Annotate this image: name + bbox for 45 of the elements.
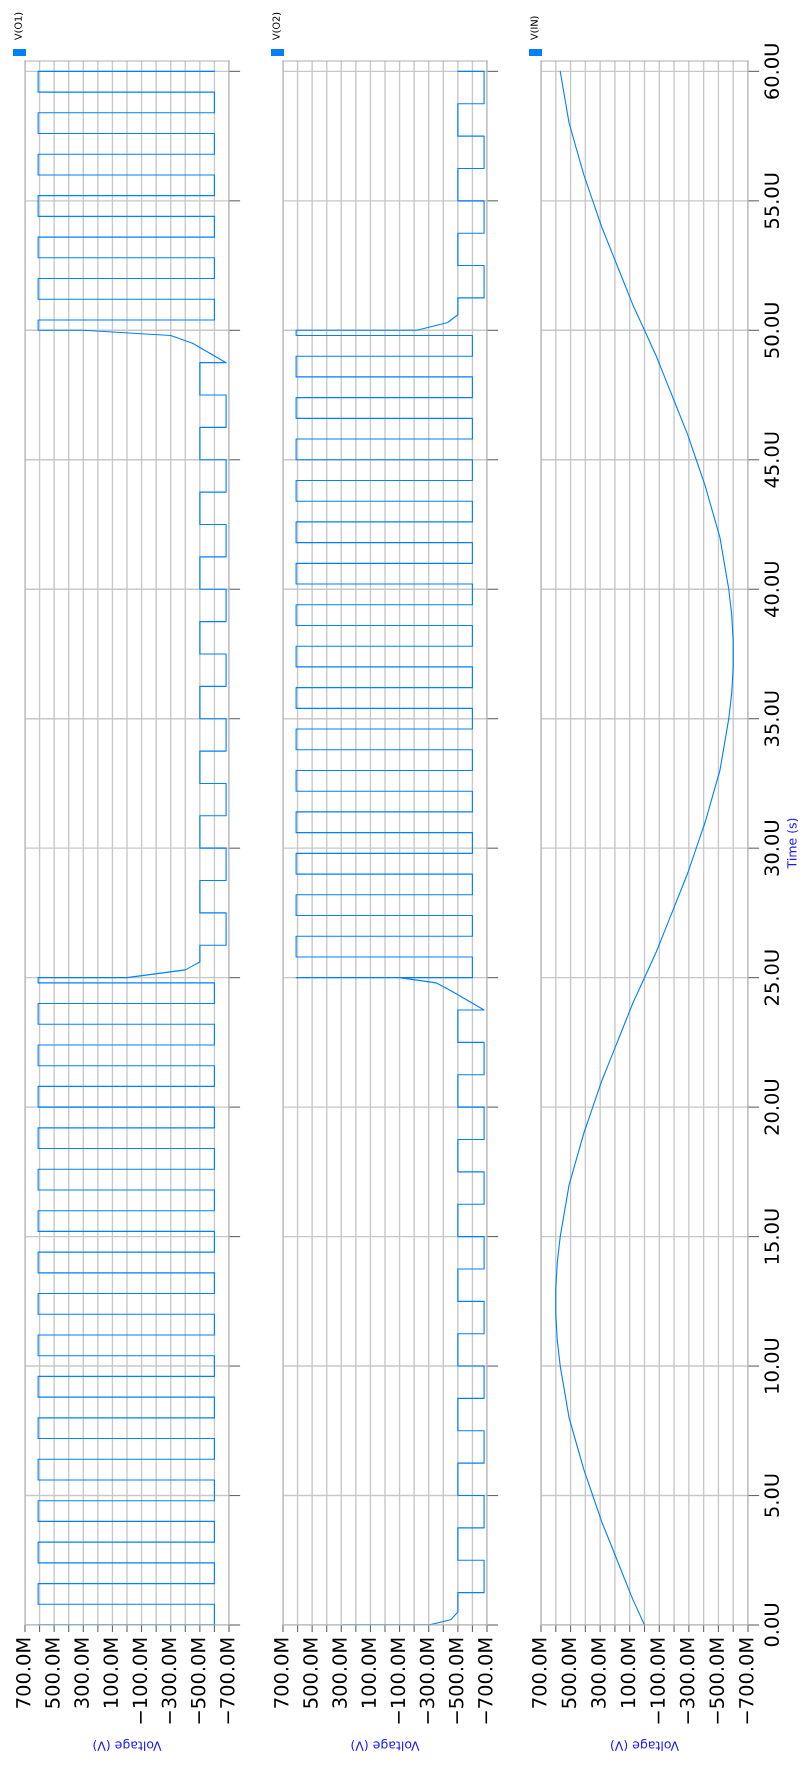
x-tick-label: −500.0M [448,1638,464,1724]
x-tick-label: 700.0M [273,1638,289,1708]
y-tick-label: 5.0U [764,1474,780,1517]
y-tick-label: 15.0U [764,1209,780,1264]
x-tick-label: 300.0M [74,1638,89,1708]
x-tick-label: 700.0M [531,1638,547,1708]
x-tick-label: −500.0M [709,1638,725,1724]
y-tick-label: 35.0U [764,691,780,746]
x-tick-label: 100.0M [361,1638,377,1708]
y-tick-label: 10.0U [764,1338,780,1393]
line-series [555,70,734,1625]
x-tick-label: −700.0M [477,1638,493,1724]
x-tick-label: 300.0M [332,1638,347,1708]
y-tick-label: 55.0U [764,173,780,229]
x-tick-label: −500.0M [190,1638,206,1724]
x-tick-label: 500.0M [303,1638,318,1708]
x-tick-label: −700.0M [738,1638,754,1724]
text: V(O1) [14,12,23,40]
y-axis-title: Time (s) [786,818,799,869]
x-tick-label: 300.0M [591,1638,606,1708]
x-tick-label: 700.0M [15,1638,31,1708]
x-tick-label: −100.0M [390,1638,406,1724]
y-tick-label: 20.0U [764,1080,780,1135]
x-tick-label: 100.0M [620,1638,636,1708]
x-tick-label: 100.0M [103,1638,119,1708]
y-tick-label: 30.0U [764,821,780,876]
x-axis-title: Voltage (V) [93,1738,162,1752]
text: V(O2) [272,12,281,40]
x-tick-label: −300.0M [161,1638,177,1724]
x-tick-label: 500.0M [561,1638,577,1708]
x-tick-label: −300.0M [679,1638,695,1724]
x-tick-label: −700.0M [219,1638,235,1724]
y-tick-label: 0.0U [764,1604,780,1647]
text: V(IN) [530,16,539,40]
x-axis-title: Voltage (V) [351,1738,420,1752]
y-tick-label: 60.0U [764,44,780,99]
y-tick-label: 45.0U [764,432,780,488]
y-tick-label: 25.0U [764,950,780,1005]
y-tick-label: 50.0U [764,303,780,358]
x-tick-label: −100.0M [650,1638,665,1724]
x-tick-label: 500.0M [45,1638,60,1708]
x-axis-title: Voltage (V) [610,1738,679,1752]
x-tick-label: −100.0M [132,1638,148,1724]
y-tick-label: 40.0U [764,562,780,618]
x-tick-label: −300.0M [419,1638,435,1724]
